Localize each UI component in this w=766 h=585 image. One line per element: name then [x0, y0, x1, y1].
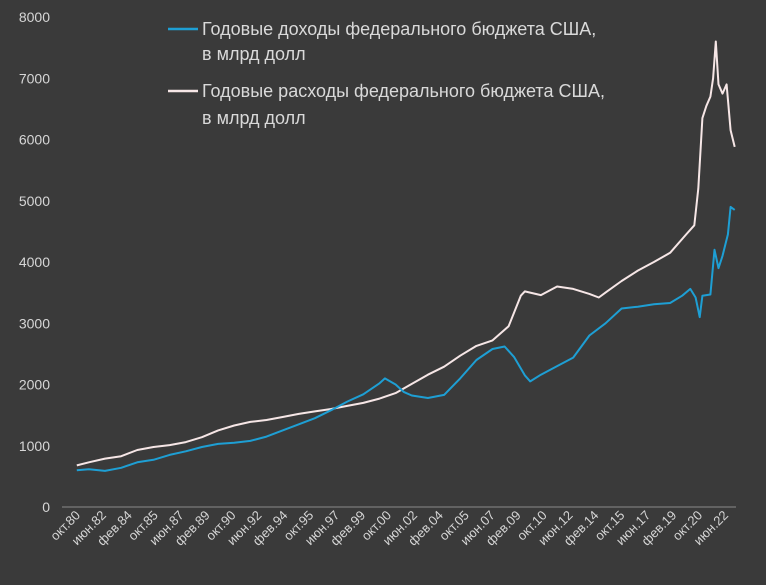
- legend-label-expenses-line1: Годовые расходы федерального бюджета США…: [202, 81, 605, 101]
- y-tick-label: 5000: [19, 193, 50, 209]
- series-revenue-line: [76, 205, 736, 472]
- legend-label-revenue-line1: Годовые доходы федерального бюджета США,: [202, 19, 596, 39]
- y-tick-label: 8000: [19, 9, 50, 25]
- legend-label-expenses-line2: в млрд долл: [202, 108, 306, 128]
- y-tick-label: 3000: [19, 315, 50, 331]
- legend: Годовые доходы федерального бюджета США,…: [168, 19, 605, 128]
- y-tick-label: 7000: [19, 70, 50, 86]
- y-tick-label: 2000: [19, 377, 50, 393]
- y-tick-label: 0: [42, 499, 50, 515]
- y-tick-label: 6000: [19, 132, 50, 148]
- y-axis: 0 1000 2000 3000 4000 5000 6000 7000 8000: [19, 9, 50, 515]
- y-tick-label: 4000: [19, 254, 50, 270]
- y-tick-label: 1000: [19, 438, 50, 454]
- series-expenses-line: [76, 40, 736, 467]
- legend-label-revenue-line2: в млрд долл: [202, 44, 306, 64]
- series-layer: [76, 40, 736, 472]
- x-axis: окт.80июн.82фев.84окт.85июн.87фев.89окт.…: [47, 506, 736, 548]
